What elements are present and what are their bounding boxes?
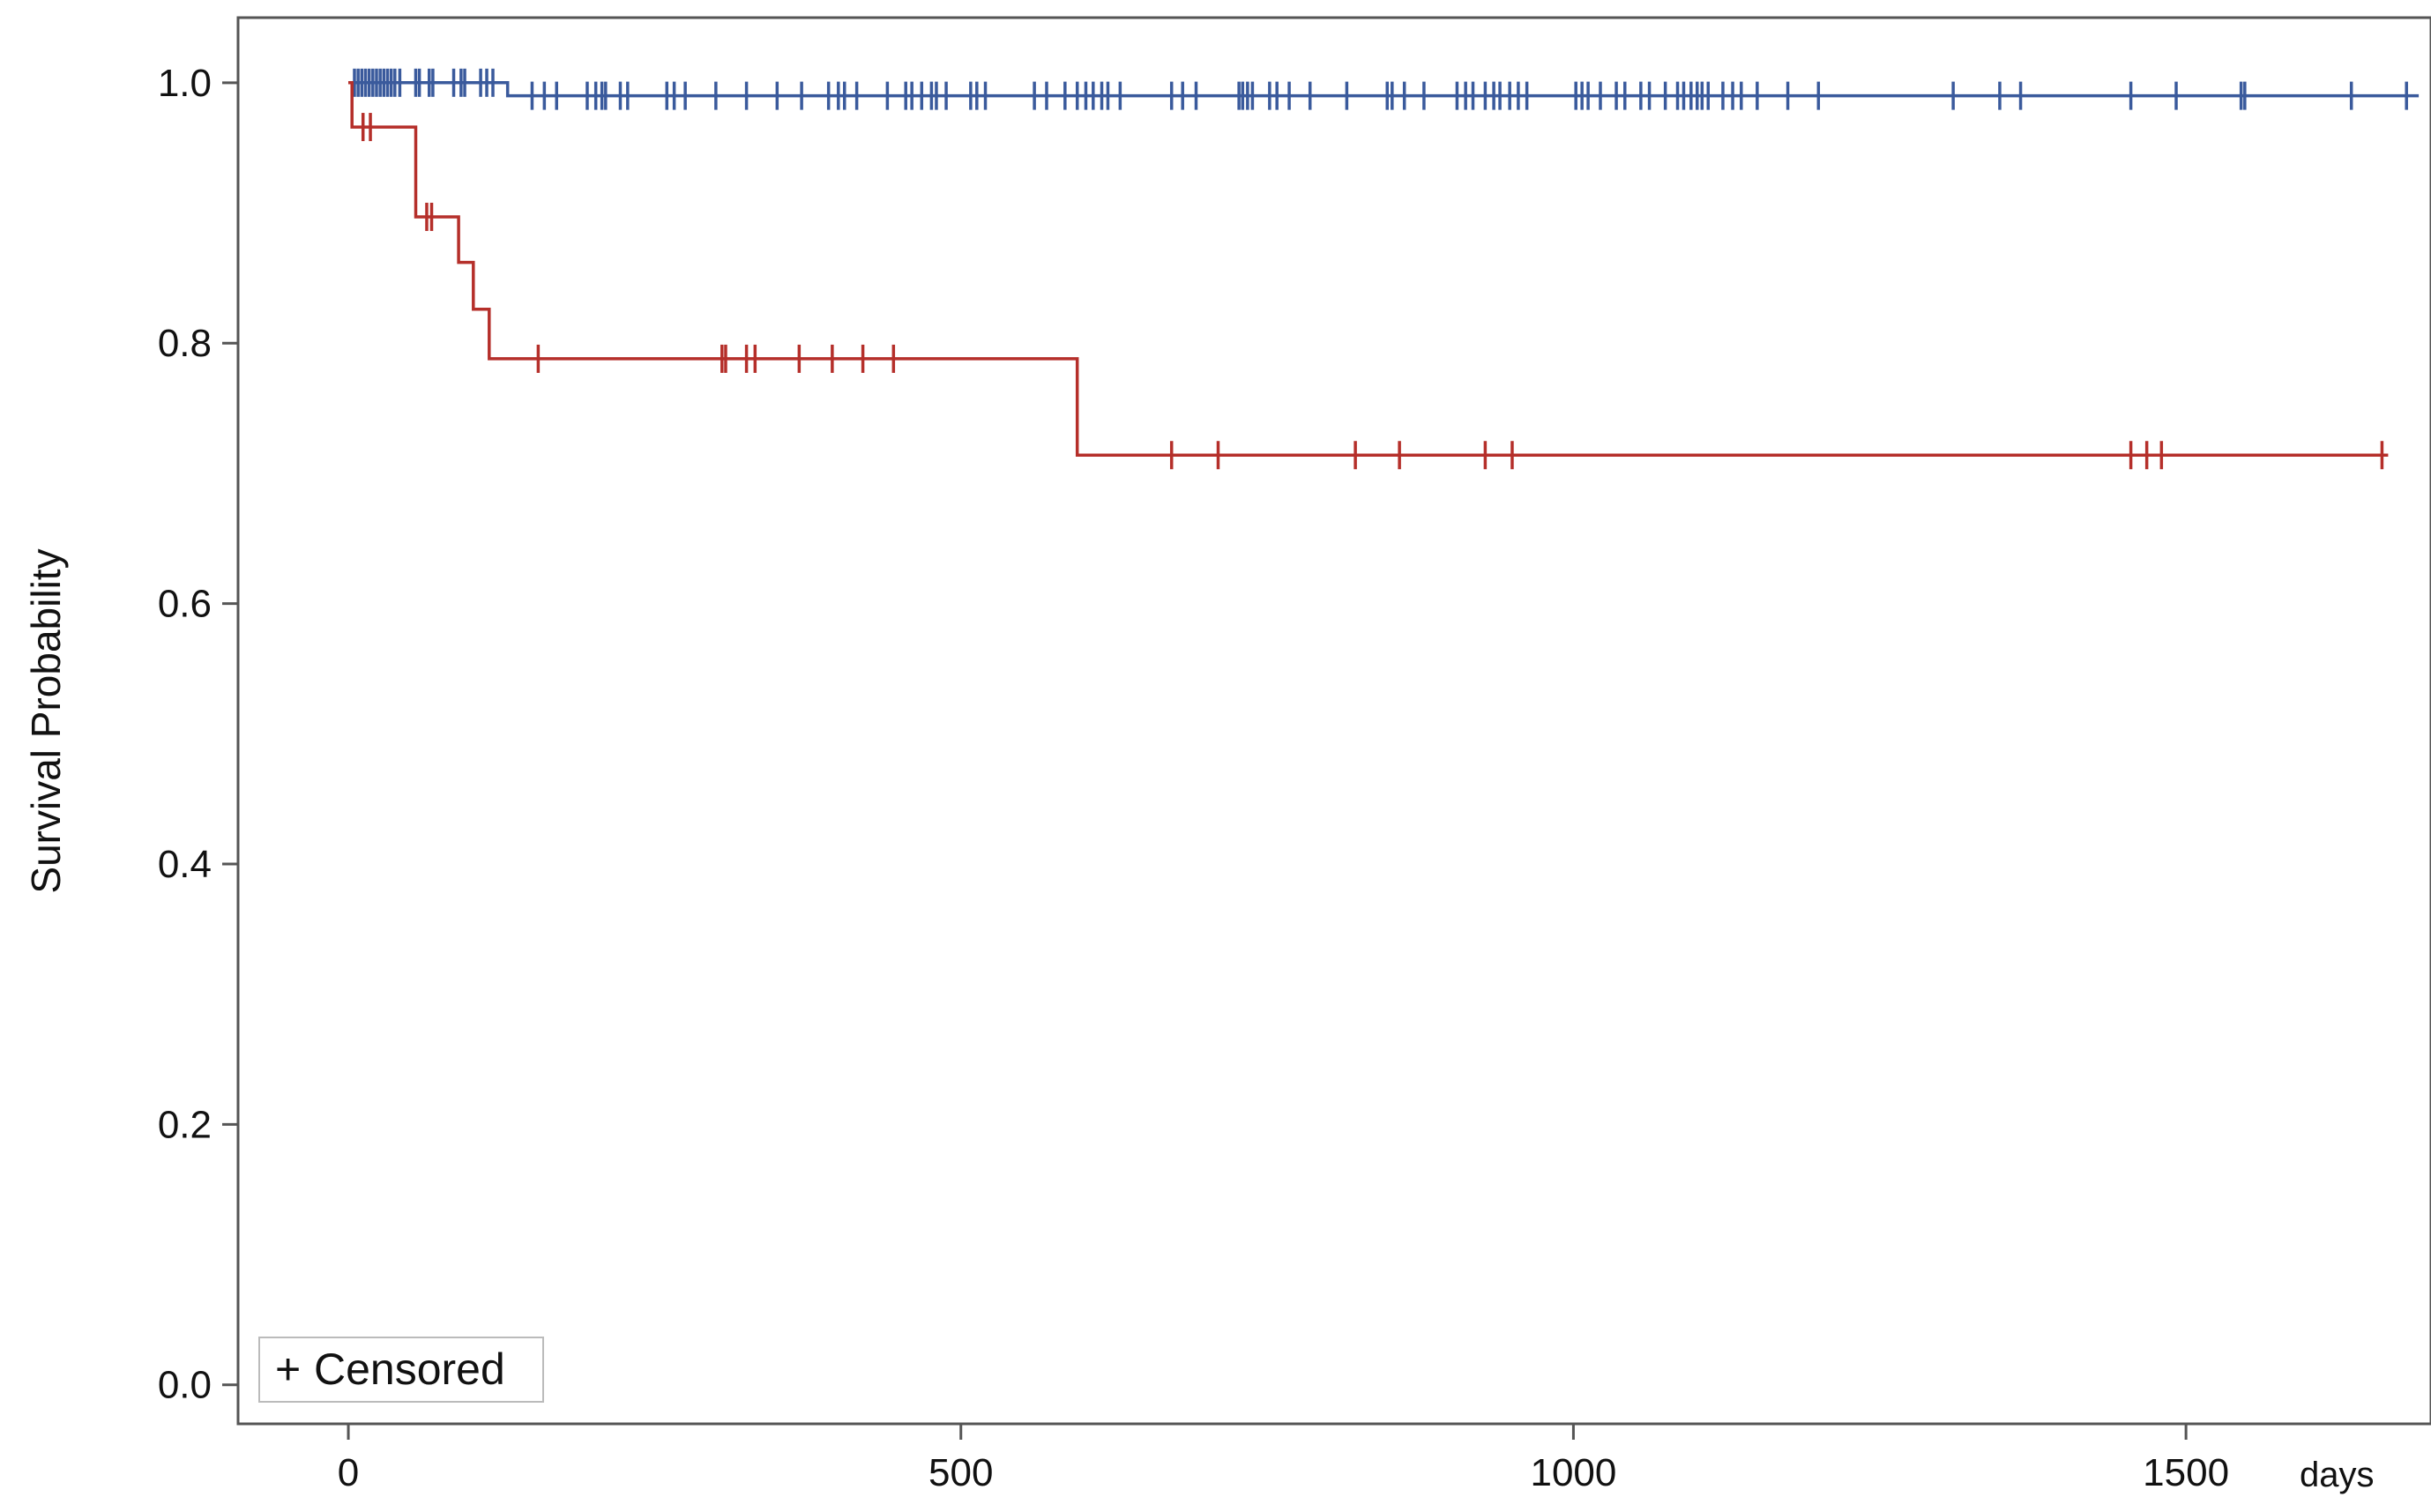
plot-area-frame [236,16,2431,1426]
y-tick-label: 1.0 [158,62,212,105]
legend-censored-label: Censored [314,1344,505,1394]
x-tick-label: 500 [928,1451,993,1494]
x-tick-label: 1500 [2143,1451,2229,1494]
x-tick-label: 0 [338,1451,359,1494]
y-axis-title: Survival Probability [23,548,69,893]
legend-box [258,1337,544,1403]
y-tick-label: 0.8 [158,322,212,365]
x-axis-unit-label: days [2300,1456,2375,1494]
x-tick-label: 1000 [1530,1451,1616,1494]
y-axis: 0.0 0.2 0.4 0.6 0.8 1.0 [158,62,238,1407]
y-tick-label: 0.0 [158,1364,212,1407]
legend: + Censored [258,1337,544,1403]
y-tick-label: 0.6 [158,583,212,626]
legend-censored-symbol: + [275,1344,301,1394]
y-tick-label: 0.2 [158,1103,212,1146]
y-tick-label: 0.4 [158,843,212,886]
series-layer [348,68,2420,470]
x-axis: 0 500 1000 1500 [338,1424,2229,1494]
